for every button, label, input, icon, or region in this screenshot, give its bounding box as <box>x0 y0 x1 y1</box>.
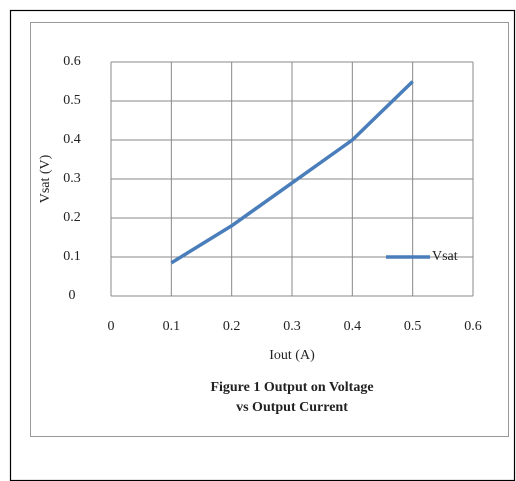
caption: Figure 1 Output on Voltage <box>210 380 373 395</box>
y-tick-label: 0.3 <box>63 171 81 186</box>
series-line <box>170 80 414 265</box>
y-tick-label: 0.5 <box>63 93 81 108</box>
x-tick-label: 0.6 <box>464 319 482 334</box>
chart-frame <box>30 22 509 437</box>
x-tick-label: 0.1 <box>163 319 181 334</box>
y-tick-label: 0.4 <box>63 132 81 147</box>
y-tick-label: 0.6 <box>63 54 81 69</box>
x-tick-label: 0.4 <box>344 319 362 334</box>
x-tick-label: 0.3 <box>283 319 301 334</box>
x-tick-label: 0.5 <box>404 319 422 334</box>
y-tick-label: 0.1 <box>63 249 81 264</box>
outer-frame <box>9 9 516 481</box>
y-axis-label: Vsat (V) <box>38 154 53 203</box>
caption: vs Output Current <box>236 400 348 415</box>
legend-label: Vsat <box>432 249 458 264</box>
x-axis-label: Iout (A) <box>269 348 315 363</box>
x-tick-label: 0.2 <box>223 319 241 334</box>
y-tick-label: 0 <box>69 288 76 303</box>
y-tick-label: 0.2 <box>63 210 81 225</box>
x-tick-label: 0 <box>108 319 115 334</box>
